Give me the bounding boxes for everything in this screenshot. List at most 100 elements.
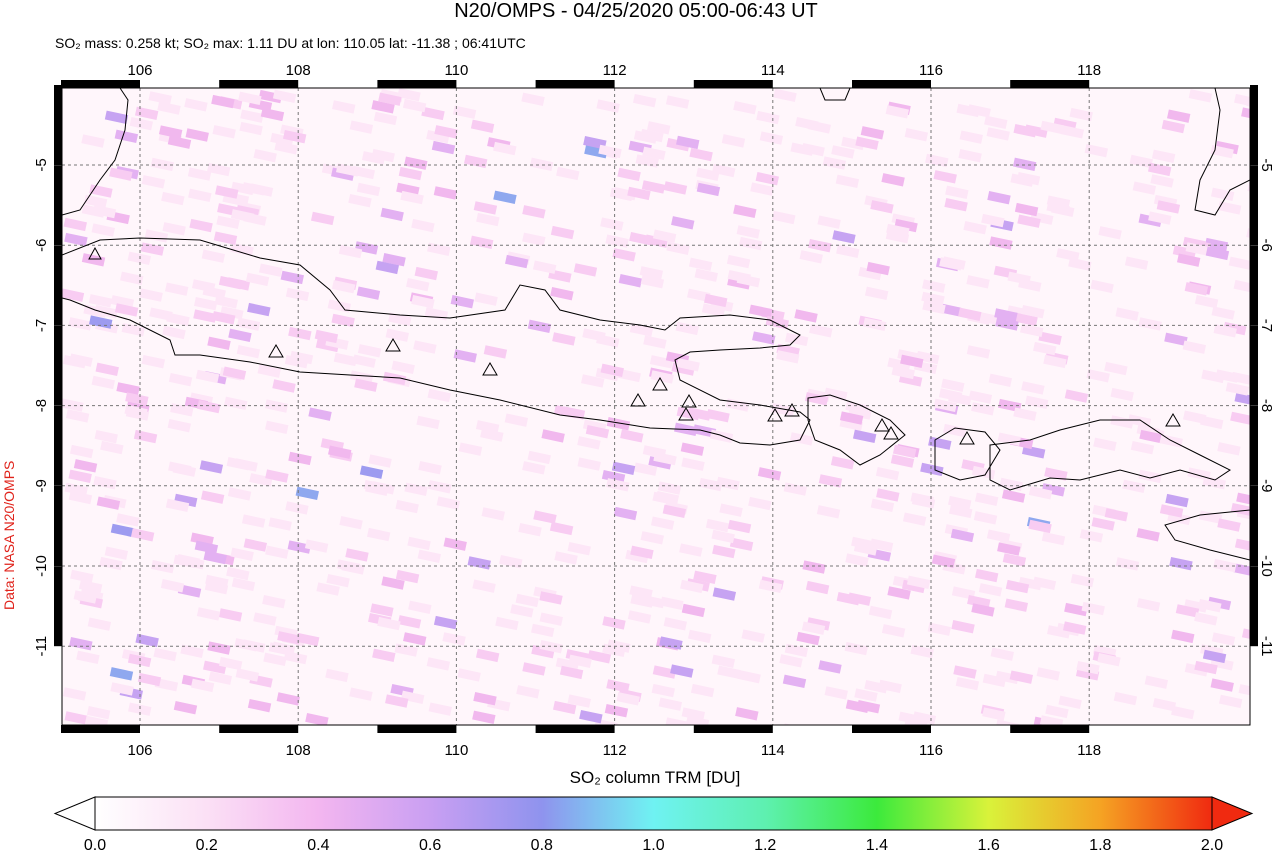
pixel (427, 242, 451, 256)
pixel (331, 313, 355, 328)
pixel (737, 669, 761, 684)
pixel (1132, 181, 1157, 195)
pixel (516, 685, 540, 699)
pixel (653, 451, 677, 466)
pixel (453, 349, 477, 363)
pixel (630, 545, 654, 560)
pixel (521, 92, 545, 106)
pixel (750, 182, 774, 196)
pixel (799, 250, 823, 264)
pixel (818, 474, 843, 488)
pixel (377, 616, 401, 631)
pixel (581, 374, 605, 388)
pixel (411, 295, 435, 309)
pixel (283, 650, 308, 665)
pixel (629, 585, 653, 599)
pixel (295, 632, 320, 647)
pixel (794, 309, 818, 323)
pixel (864, 286, 889, 301)
pixel (963, 221, 987, 235)
pixel (1136, 528, 1160, 542)
pixel (212, 125, 236, 139)
pixel (1021, 445, 1046, 459)
pixel (161, 191, 185, 206)
colorbar-label: SO₂ column TRM [DU] (570, 768, 741, 787)
pixel (137, 672, 162, 687)
pixel (824, 387, 848, 402)
pixel (116, 382, 140, 396)
pixel (627, 186, 651, 201)
pixel (104, 110, 129, 124)
pixel (1005, 579, 1030, 594)
pixel (262, 595, 286, 609)
pixel (550, 286, 574, 301)
pixel (989, 236, 1013, 250)
pixel (403, 632, 427, 646)
pixel (660, 596, 684, 610)
pixel (235, 668, 259, 682)
pixel (854, 688, 878, 702)
pixel (1166, 109, 1191, 123)
pixel (955, 676, 980, 691)
pixel (1002, 553, 1027, 567)
pixel (721, 134, 746, 148)
lon-label: 118 (1077, 742, 1101, 759)
pixel (336, 559, 361, 573)
frame-bar (377, 80, 457, 88)
pixel (652, 229, 677, 243)
pixel (688, 257, 713, 272)
pixel (1068, 257, 1092, 271)
pixel (618, 274, 643, 288)
pixel (878, 679, 902, 694)
frame-bar (1250, 486, 1258, 566)
pixel (141, 354, 166, 369)
pixel (817, 215, 841, 229)
pixel (605, 234, 629, 248)
pixel (373, 111, 398, 126)
frame-bar (852, 725, 931, 733)
pixel (338, 244, 363, 259)
pixel (287, 540, 311, 554)
pixel (150, 157, 175, 172)
pixel (215, 185, 239, 199)
pixel (109, 667, 134, 681)
pixel (1147, 162, 1172, 177)
pixel (1127, 414, 1152, 428)
pixel (982, 707, 1006, 721)
pixel (222, 366, 247, 380)
pixel (822, 156, 847, 170)
title: N20/OMPS - 04/25/2020 05:00-06:43 UT (454, 0, 818, 22)
pixel (748, 304, 773, 318)
pixel (1184, 282, 1209, 296)
pixel (125, 407, 150, 421)
pixel (844, 641, 868, 656)
pixel (680, 442, 705, 456)
pixel (282, 129, 307, 144)
pixel (495, 616, 519, 631)
pixel (949, 504, 973, 519)
pixel (73, 590, 98, 604)
pixel (125, 392, 149, 406)
pixel (493, 141, 517, 156)
pixel (839, 411, 864, 425)
pixel (83, 194, 108, 209)
pixel (470, 235, 494, 250)
pixel (1236, 492, 1250, 506)
pixel (356, 286, 381, 300)
pixel (726, 254, 751, 269)
pixel (69, 637, 93, 651)
pixel (1139, 429, 1163, 444)
pixel (553, 700, 577, 715)
pixel (265, 420, 289, 435)
frame-bar (54, 325, 62, 406)
pixel (795, 117, 819, 131)
pixel (804, 392, 829, 406)
pixel (863, 317, 887, 331)
pixel (663, 617, 687, 631)
pixel (62, 355, 87, 369)
pixel (696, 182, 721, 197)
pixel (1041, 531, 1066, 546)
pixel (748, 496, 772, 511)
pixel (378, 92, 402, 106)
credit: Data: NASA N20/OMPS (1, 461, 17, 610)
